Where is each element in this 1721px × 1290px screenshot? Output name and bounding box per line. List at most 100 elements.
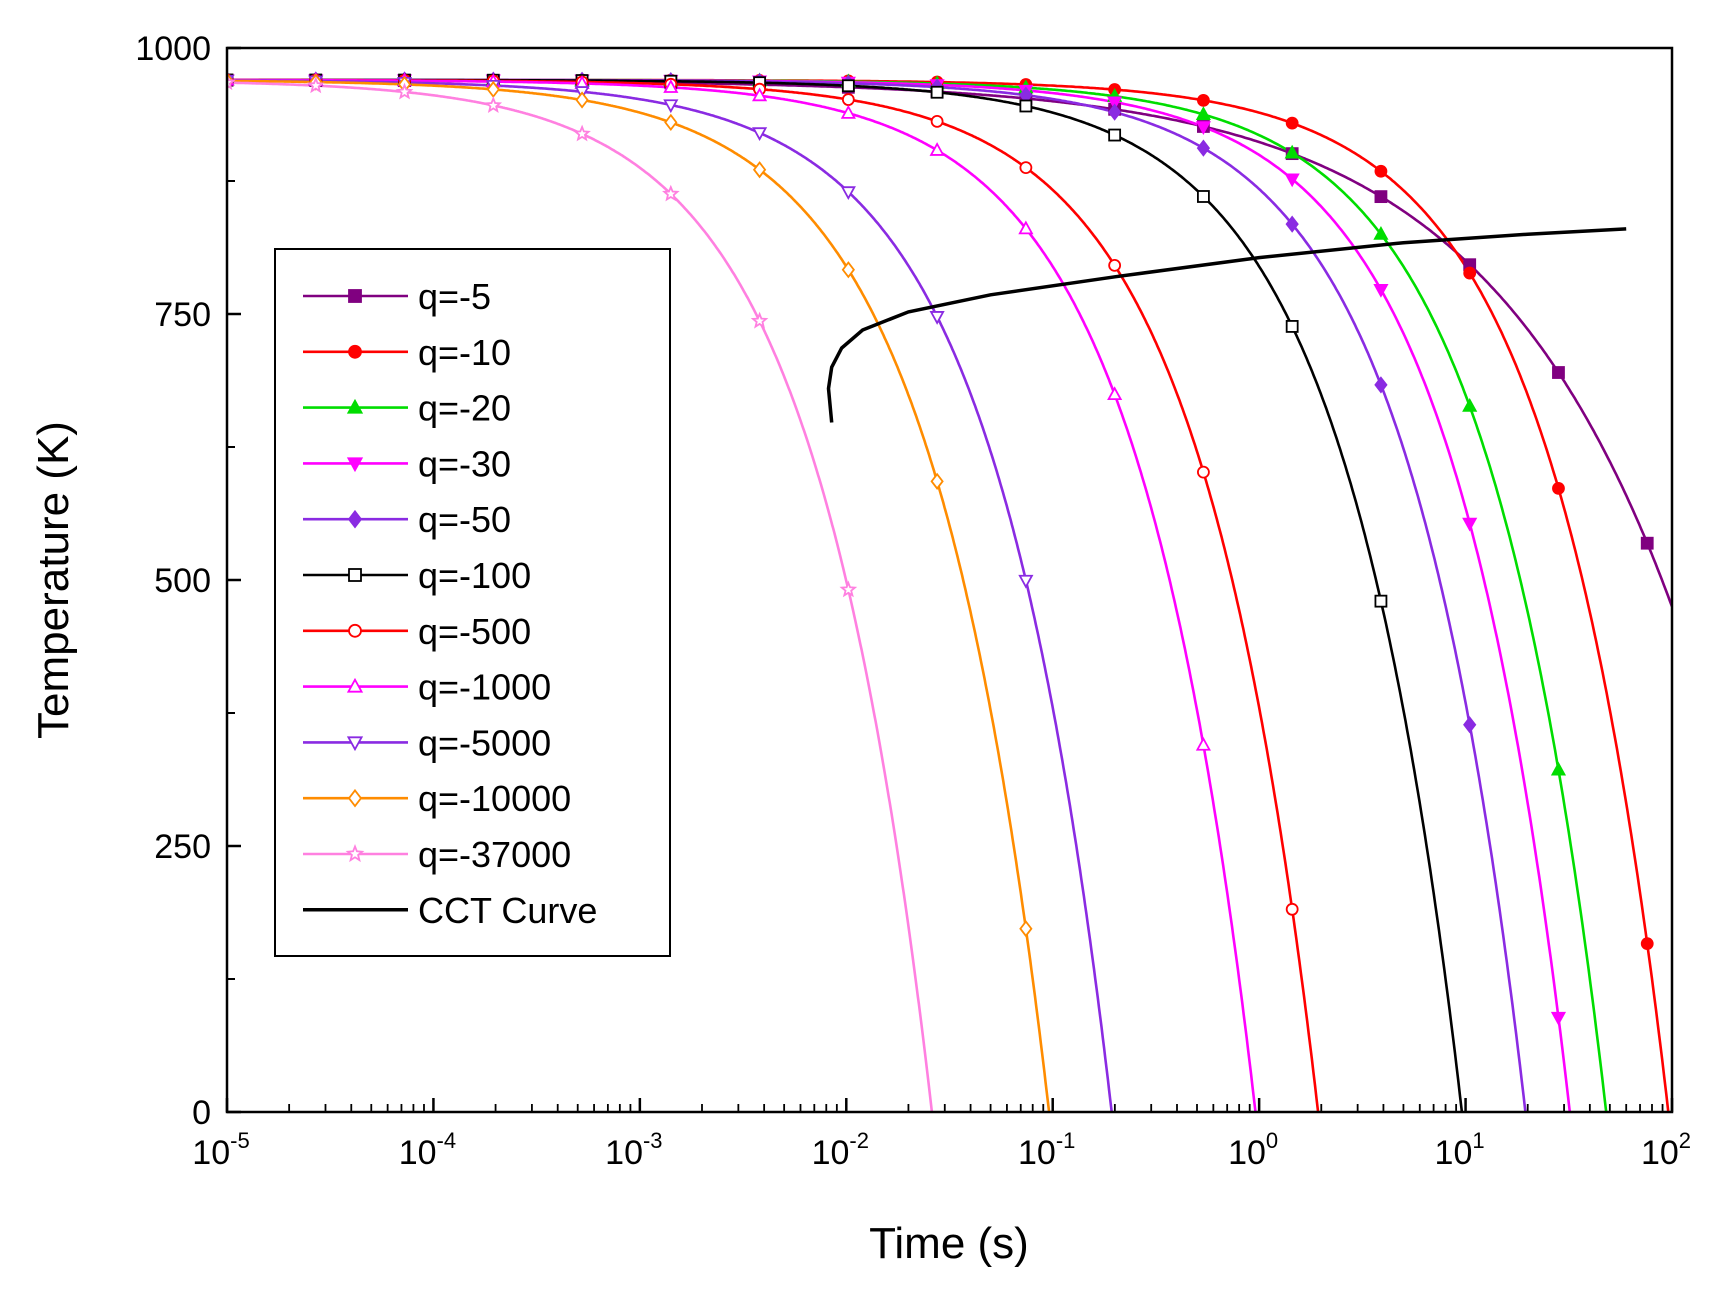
- data-point-qminus-1000: [663, 79, 679, 93]
- data-point-qminus-100: [1285, 320, 1299, 333]
- x-tick-label: 10-1: [1018, 1128, 1075, 1172]
- data-point-qminus-37000: [227, 73, 236, 91]
- y-tick-label: 250: [154, 828, 211, 866]
- data-point-qminus-30: [1550, 1011, 1567, 1026]
- x-tick-label: 10-5: [192, 1128, 249, 1172]
- markers-layer: [227, 71, 1654, 1026]
- legend-label-qminus-100: q=-100: [418, 555, 531, 596]
- x-tick-label: 10-3: [605, 1128, 662, 1172]
- x-tick-label: 10-4: [399, 1128, 456, 1172]
- data-point-qminus-10000: [930, 472, 944, 490]
- data-point-qminus-10: [1285, 116, 1299, 130]
- data-point-qminus-30: [1462, 517, 1478, 532]
- data-point-qminus-20: [1550, 761, 1567, 776]
- data-point-qminus-10000: [841, 261, 855, 279]
- data-point-qminus-50: [1463, 716, 1477, 734]
- data-point-qminus-37000: [750, 311, 769, 329]
- legend-marker-qminus-20: [346, 398, 364, 414]
- legend-label-qminus-37000: q=-37000: [418, 834, 571, 875]
- y-tick-label: 1000: [135, 30, 211, 68]
- legend-label-qminus-500: q=-500: [418, 611, 531, 652]
- legend-marker-qminus-100: [348, 568, 362, 582]
- data-point-qminus-10: [1552, 481, 1565, 495]
- legend-label-qminus-5000: q=-5000: [418, 722, 551, 763]
- legend-marker-qminus-50: [347, 509, 363, 529]
- legend: q=-5 q=-10 q=-20 q=-30 q=-50 q=-100 q=-500 q=-1…: [274, 248, 671, 957]
- data-point-qminus-1000: [1018, 220, 1034, 235]
- legend-label-qminus-30: q=-30: [418, 443, 511, 484]
- data-point-qminus-5000: [929, 311, 945, 325]
- data-point-qminus-37000: [662, 184, 680, 202]
- data-point-qminus-100: [1108, 128, 1122, 142]
- data-point-qminus-37000: [395, 82, 414, 100]
- data-point-qminus-1000: [1107, 386, 1123, 401]
- x-tick-label: 100: [1228, 1128, 1278, 1172]
- legend-label-qminus-10: q=-10: [418, 332, 511, 373]
- y-tick-label: 500: [154, 562, 211, 600]
- data-point-qminus-5: [1374, 190, 1388, 204]
- legend-box: [274, 248, 671, 957]
- legend-marker-qminus-1000: [346, 677, 364, 693]
- data-point-qminus-500: [930, 115, 944, 128]
- series-line-qminus-10000: [227, 79, 1051, 1112]
- data-point-qminus-1000: [752, 87, 768, 102]
- data-point-qminus-5000: [840, 186, 856, 201]
- data-point-qminus-10: [1463, 266, 1477, 280]
- data-point-qminus-5: [1640, 536, 1654, 550]
- data-point-qminus-1000: [929, 142, 945, 156]
- data-point-qminus-10000: [575, 91, 589, 109]
- data-point-qminus-20: [1284, 144, 1300, 159]
- data-point-qminus-100: [1374, 594, 1388, 608]
- data-point-qminus-50: [1285, 215, 1299, 233]
- data-point-qminus-100: [1197, 190, 1210, 203]
- data-point-qminus-10: [1197, 93, 1210, 107]
- data-point-qminus-50: [1374, 376, 1388, 394]
- x-tick-label: 102: [1641, 1128, 1691, 1172]
- data-point-qminus-500: [841, 93, 855, 106]
- y-tick-label: 0: [192, 1094, 211, 1132]
- legend-marker-qminus-500: [348, 623, 362, 638]
- legend-label-qminus-1000: q=-1000: [418, 667, 551, 708]
- data-point-qminus-1000: [840, 104, 856, 119]
- data-point-qminus-10: [1640, 937, 1654, 951]
- data-point-qminus-10000: [752, 161, 767, 179]
- x-tick-label: 101: [1435, 1128, 1485, 1172]
- data-point-qminus-10: [1374, 164, 1388, 178]
- data-point-qminus-10000: [664, 113, 678, 132]
- y-tick-label: 750: [154, 296, 211, 334]
- data-point-qminus-500: [1197, 465, 1210, 479]
- data-point-qminus-5000: [663, 99, 679, 114]
- data-point-qminus-20: [1373, 226, 1389, 240]
- data-point-qminus-50: [1108, 103, 1122, 121]
- data-point-qminus-100: [930, 85, 944, 99]
- data-point-qminus-1000: [1195, 736, 1211, 751]
- series-line-cct-curve: [826, 227, 1627, 423]
- data-point-qminus-50: [1196, 139, 1211, 157]
- data-point-qminus-30: [1373, 284, 1389, 298]
- legend-label-qminus-50: q=-50: [418, 499, 511, 540]
- data-point-qminus-37000: [484, 96, 503, 113]
- legend-marker-qminus-5: [348, 289, 362, 303]
- data-point-qminus-5000: [752, 127, 768, 142]
- legend-label-qminus-20: q=-20: [418, 388, 511, 429]
- legend-marker-qminus-5000: [346, 736, 364, 752]
- data-point-qminus-100: [841, 79, 855, 93]
- data-point-qminus-37000: [306, 76, 325, 94]
- data-point-qminus-30: [1195, 121, 1211, 136]
- data-point-qminus-500: [1019, 161, 1033, 175]
- legend-label-qminus-5: q=-5: [418, 276, 491, 317]
- data-point-qminus-10000: [1019, 920, 1033, 938]
- data-point-qminus-500: [1285, 902, 1299, 916]
- legend-label-qminus-10000: q=-10000: [418, 778, 571, 819]
- data-point-qminus-5000: [1018, 574, 1034, 589]
- axes-layer: 0 250 500 750 1000 10-5 10-4 10-3 10-2 10-1 100 101…: [135, 30, 1691, 1172]
- data-point-qminus-37000: [573, 124, 591, 142]
- legend-label-cct-curve: CCT Curve: [418, 890, 597, 931]
- legend-marker-qminus-10: [348, 344, 362, 359]
- legend-marker-qminus-37000: [345, 844, 365, 863]
- legend-marker-qminus-30: [346, 457, 364, 473]
- data-point-qminus-20: [1195, 106, 1211, 121]
- y-axis-title: Temperature (K): [29, 421, 78, 739]
- legend-marker-qminus-10000: [347, 788, 363, 808]
